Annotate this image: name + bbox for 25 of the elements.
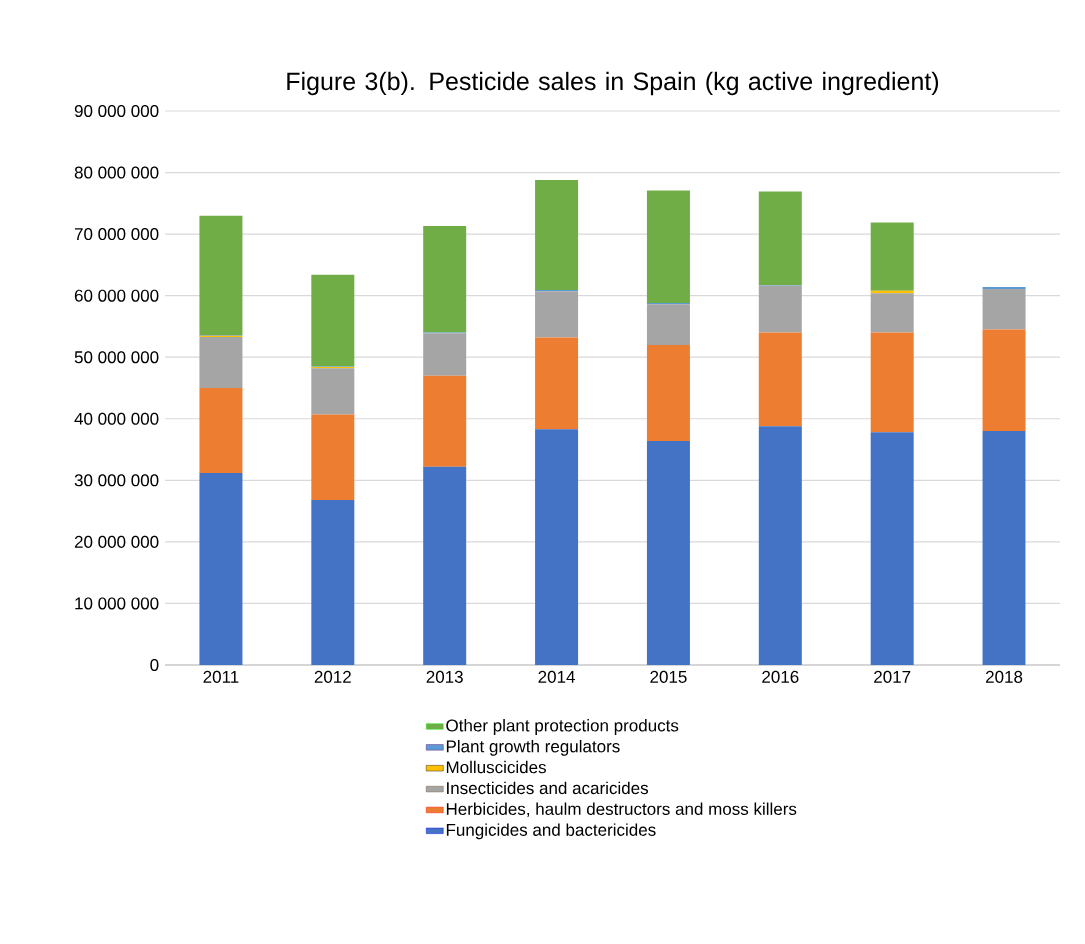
x-tick-label: 2015 — [650, 670, 687, 683]
x-tick-label: 2018 — [986, 670, 1023, 683]
y-tick-label: 10 000 000 — [75, 597, 159, 610]
y-tick-label: 80 000 000 — [74, 166, 159, 179]
legend-label: Herbicides, haulm destructors and moss killers — [446, 802, 797, 818]
x-tick-label: 2012 — [314, 670, 351, 683]
y-tick-label: 40 000 000 — [74, 412, 159, 425]
x-tick-label: 2013 — [426, 670, 463, 683]
y-tick-label: 60 000 000 — [74, 289, 159, 302]
y-tick-label: 90 000 000 — [74, 104, 159, 118]
x-tick-label: 2014 — [538, 670, 575, 683]
legend-label: Plant growth regulators — [446, 739, 620, 756]
x-tick-label: 2016 — [762, 670, 799, 683]
x-tick-label: 2017 — [874, 670, 911, 683]
y-tick-label: 50 000 000 — [74, 351, 159, 364]
legend-label: Insecticides and acaricides — [447, 781, 649, 795]
y-tick-label: 30 000 000 — [74, 474, 159, 487]
legend-label: Fungicides and bactericides — [446, 823, 656, 840]
legend-label: Molluscicides — [446, 760, 546, 774]
chart-title: Figure 3(b). Pesticide sales in Spain (kg active ingredient) — [287, 71, 939, 96]
y-tick-label: 20 000 000 — [74, 535, 159, 548]
y-tick-label: 70 000 000 — [74, 228, 159, 241]
x-tick-label: 2011 — [203, 670, 239, 683]
y-tick-label: 0 — [150, 658, 159, 672]
legend-label: Other plant protection products — [446, 719, 679, 735]
